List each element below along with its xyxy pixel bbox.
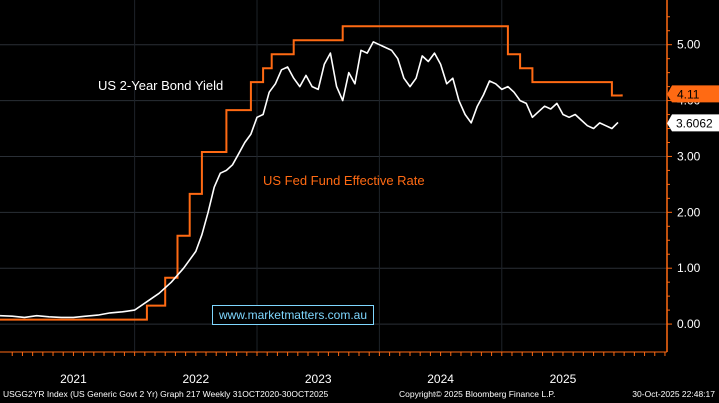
x-axis: 2021 2022 2023 2024 2025 bbox=[0, 351, 719, 386]
footer-bar: USGG2YR Index (US Generic Govt 2 Yr) Gra… bbox=[0, 386, 719, 403]
y-tick-label: 5.00 bbox=[677, 38, 701, 52]
year-dividers bbox=[134, 0, 503, 386]
x-tick-label: 2024 bbox=[427, 372, 454, 386]
footer-timestamp: 30-Oct-2025 22:48:17 bbox=[632, 389, 715, 399]
series-line-2y-yield bbox=[0, 41, 619, 319]
website-link[interactable]: www.marketmatters.com.au bbox=[212, 305, 374, 325]
annotation-fed-label: US Fed Fund Effective Rate bbox=[263, 173, 425, 188]
footer-copyright: Copyright© 2025 Bloomberg Finance L.P. bbox=[399, 389, 556, 399]
annotation-yield-label: US 2-Year Bond Yield bbox=[98, 78, 224, 93]
y-tick-label: 2.00 bbox=[677, 205, 701, 219]
x-axis-band bbox=[0, 352, 719, 386]
badge-yield-bg bbox=[667, 114, 719, 132]
footer-description: USGG2YR Index (US Generic Govt 2 Yr) Gra… bbox=[3, 389, 329, 399]
series-line-fed-funds bbox=[0, 25, 623, 321]
badge-yield-value: 3.6062 bbox=[676, 116, 713, 130]
last-value-badges: 4.11 3.6062 bbox=[667, 85, 719, 132]
badge-fed-value: 4.11 bbox=[677, 87, 700, 101]
x-tick-label: 2021 bbox=[60, 372, 87, 386]
y-tick-label: 0.00 bbox=[677, 317, 701, 331]
x-tick-label: 2025 bbox=[550, 372, 577, 386]
y-tick-label: 1.00 bbox=[677, 261, 701, 275]
x-tick-label: 2023 bbox=[305, 372, 332, 386]
badge-fed-bg bbox=[667, 85, 719, 103]
x-tick-label: 2022 bbox=[182, 372, 209, 386]
y-tick-label: 3.00 bbox=[677, 149, 701, 163]
